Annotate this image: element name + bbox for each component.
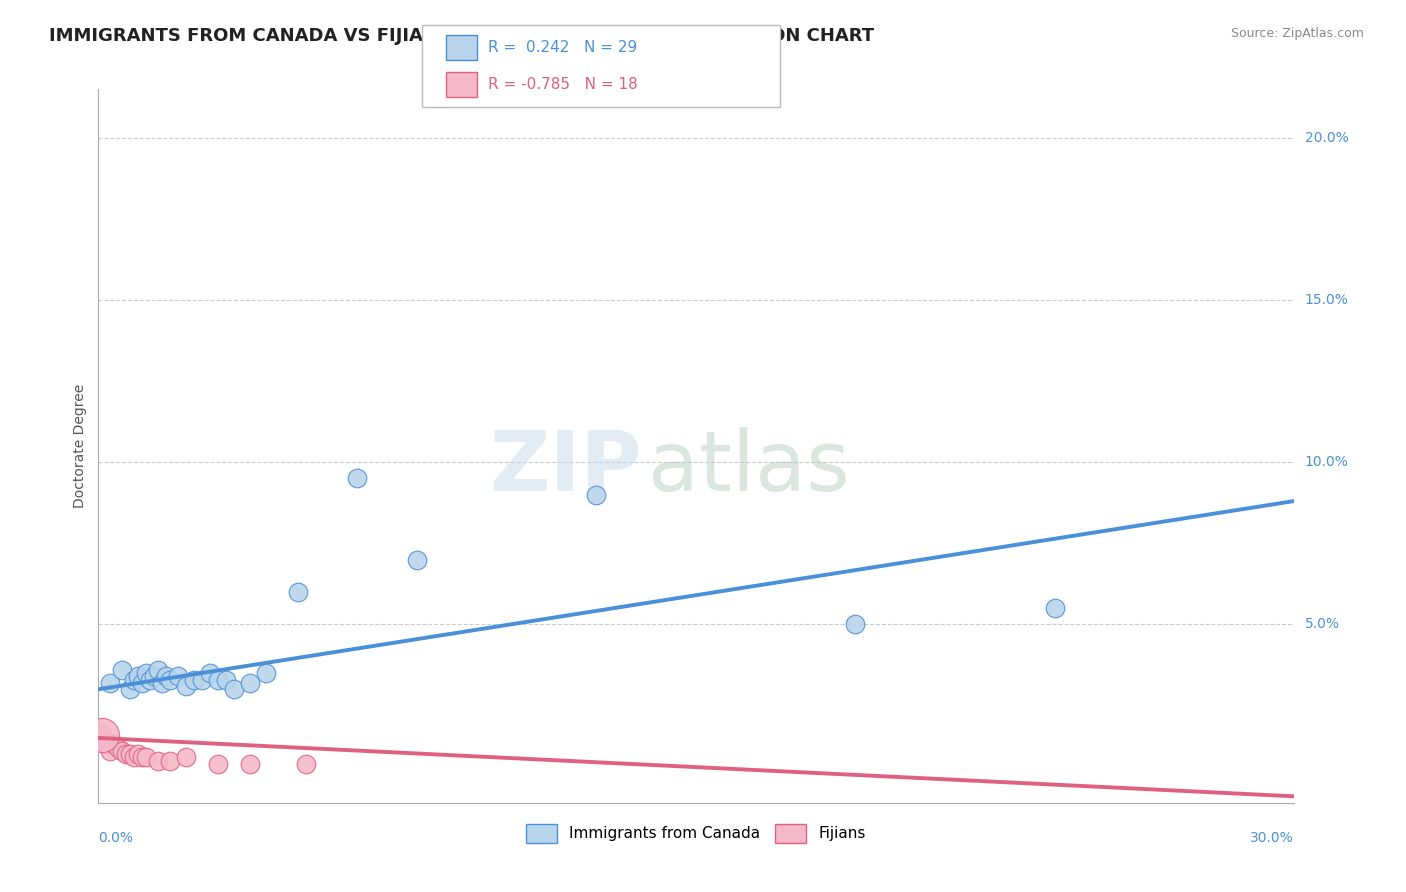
- Point: [198, 666, 221, 681]
- Point: [143, 669, 166, 683]
- Point: [135, 750, 157, 764]
- Text: IMMIGRANTS FROM CANADA VS FIJIAN DOCTORATE DEGREE CORRELATION CHART: IMMIGRANTS FROM CANADA VS FIJIAN DOCTORA…: [49, 27, 875, 45]
- Point: [124, 750, 146, 764]
- Text: 5.0%: 5.0%: [1305, 617, 1340, 632]
- Point: [239, 675, 262, 690]
- Point: [148, 754, 170, 768]
- Y-axis label: Doctorate Degree: Doctorate Degree: [73, 384, 87, 508]
- Text: Source: ZipAtlas.com: Source: ZipAtlas.com: [1230, 27, 1364, 40]
- Point: [148, 663, 170, 677]
- Point: [98, 675, 122, 690]
- Point: [115, 747, 138, 761]
- Point: [131, 675, 153, 690]
- Point: [96, 738, 118, 752]
- Point: [124, 673, 146, 687]
- Point: [844, 617, 866, 632]
- Point: [111, 663, 134, 677]
- Point: [585, 488, 607, 502]
- Point: [111, 744, 134, 758]
- Point: [120, 747, 142, 761]
- Text: 10.0%: 10.0%: [1305, 455, 1348, 469]
- Point: [1043, 601, 1066, 615]
- Point: [222, 682, 245, 697]
- Point: [159, 673, 181, 687]
- Point: [287, 585, 309, 599]
- Point: [215, 673, 238, 687]
- Text: 30.0%: 30.0%: [1250, 831, 1294, 846]
- Point: [207, 756, 229, 771]
- Point: [98, 744, 122, 758]
- Point: [239, 756, 262, 771]
- Text: atlas: atlas: [648, 427, 849, 508]
- Point: [131, 750, 153, 764]
- Point: [120, 682, 142, 697]
- Text: 20.0%: 20.0%: [1305, 131, 1348, 145]
- Point: [91, 728, 114, 742]
- Point: [406, 552, 429, 566]
- Point: [167, 669, 190, 683]
- Point: [174, 750, 197, 764]
- Text: R = -0.785   N = 18: R = -0.785 N = 18: [488, 77, 638, 92]
- Point: [254, 666, 277, 681]
- Point: [155, 669, 177, 683]
- Point: [346, 471, 368, 485]
- Point: [150, 675, 173, 690]
- Point: [135, 666, 157, 681]
- Point: [139, 673, 162, 687]
- Point: [159, 754, 181, 768]
- Text: ZIP: ZIP: [489, 427, 643, 508]
- Text: 0.0%: 0.0%: [98, 831, 134, 846]
- Point: [127, 747, 149, 761]
- Text: 15.0%: 15.0%: [1305, 293, 1348, 307]
- Point: [207, 673, 229, 687]
- Legend: Immigrants from Canada, Fijians: Immigrants from Canada, Fijians: [520, 818, 872, 848]
- Point: [294, 756, 316, 771]
- Point: [107, 740, 129, 755]
- Point: [183, 673, 205, 687]
- Text: R =  0.242   N = 29: R = 0.242 N = 29: [488, 40, 637, 55]
- Point: [127, 669, 149, 683]
- Point: [103, 738, 125, 752]
- Point: [174, 679, 197, 693]
- Point: [191, 673, 214, 687]
- Point: [91, 728, 114, 742]
